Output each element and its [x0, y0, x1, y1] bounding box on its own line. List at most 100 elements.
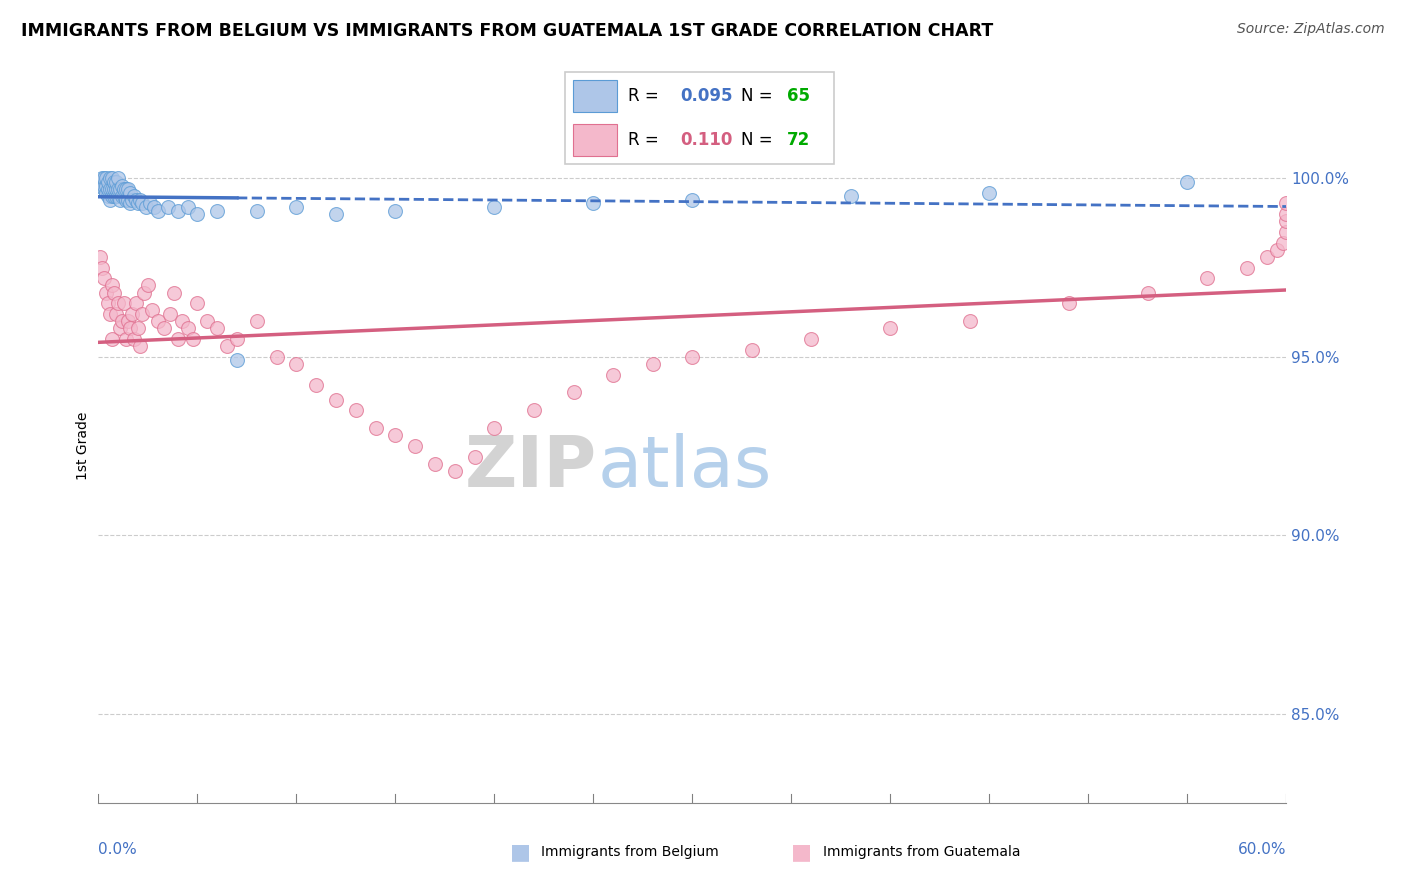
- Point: [641, 357, 664, 371]
- Point: [1275, 196, 1298, 211]
- Point: [1136, 285, 1159, 300]
- Point: [146, 314, 169, 328]
- Text: 72: 72: [787, 131, 810, 149]
- Point: [1275, 225, 1298, 239]
- Point: [1256, 250, 1278, 264]
- Point: [562, 385, 585, 400]
- Point: [839, 189, 862, 203]
- Point: [166, 332, 188, 346]
- Point: [96, 178, 118, 193]
- Point: [682, 350, 704, 364]
- Point: [1177, 175, 1199, 189]
- Point: [979, 186, 1001, 200]
- Point: [129, 339, 152, 353]
- Point: [136, 278, 159, 293]
- Point: [98, 171, 121, 186]
- FancyBboxPatch shape: [565, 72, 834, 164]
- Point: [112, 296, 135, 310]
- Point: [404, 439, 426, 453]
- Point: [107, 182, 129, 196]
- Point: [131, 196, 153, 211]
- Point: [121, 307, 143, 321]
- Point: [101, 189, 124, 203]
- Point: [111, 314, 134, 328]
- Text: atlas: atlas: [598, 433, 772, 502]
- Point: [97, 296, 120, 310]
- Point: [166, 203, 188, 218]
- Point: [96, 186, 118, 200]
- Point: [97, 182, 120, 196]
- Text: ■: ■: [792, 842, 811, 862]
- Point: [159, 307, 181, 321]
- Point: [97, 189, 120, 203]
- Point: [105, 175, 128, 189]
- Point: [98, 193, 121, 207]
- Point: [139, 196, 162, 211]
- Point: [97, 175, 120, 189]
- Point: [186, 207, 208, 221]
- Point: [305, 378, 328, 392]
- Point: [1265, 243, 1288, 257]
- Point: [384, 428, 406, 442]
- Point: [125, 193, 148, 207]
- Point: [325, 207, 347, 221]
- Point: [344, 403, 367, 417]
- Point: [682, 193, 704, 207]
- Point: [207, 203, 229, 218]
- FancyBboxPatch shape: [574, 79, 617, 112]
- Point: [111, 189, 134, 203]
- Point: [364, 421, 387, 435]
- Point: [132, 285, 155, 300]
- Text: ZIP: ZIP: [465, 433, 598, 502]
- Point: [226, 353, 249, 368]
- Point: [176, 321, 198, 335]
- Point: [186, 296, 208, 310]
- Point: [176, 200, 198, 214]
- Text: 0.095: 0.095: [681, 87, 733, 104]
- Point: [183, 332, 205, 346]
- Text: Immigrants from Belgium: Immigrants from Belgium: [541, 845, 718, 859]
- Point: [423, 457, 446, 471]
- Point: [129, 193, 152, 207]
- Text: R =: R =: [628, 131, 664, 149]
- Point: [89, 250, 111, 264]
- Point: [146, 203, 169, 218]
- Point: [246, 203, 269, 218]
- Point: [117, 193, 139, 207]
- Point: [741, 343, 763, 357]
- Point: [325, 392, 347, 407]
- Point: [195, 314, 218, 328]
- Point: [152, 321, 174, 335]
- Point: [93, 178, 115, 193]
- Point: [107, 171, 129, 186]
- Text: 0.0%: 0.0%: [98, 842, 138, 857]
- Point: [111, 178, 134, 193]
- Point: [115, 332, 138, 346]
- Point: [464, 450, 486, 464]
- Text: N =: N =: [741, 87, 778, 104]
- Point: [108, 182, 131, 196]
- Point: [266, 350, 288, 364]
- Point: [112, 189, 135, 203]
- Point: [108, 321, 131, 335]
- Point: [523, 403, 546, 417]
- Point: [122, 332, 145, 346]
- Point: [103, 182, 125, 196]
- Point: [444, 464, 467, 478]
- Point: [107, 296, 129, 310]
- Point: [101, 182, 124, 196]
- Point: [105, 182, 128, 196]
- Point: [959, 314, 981, 328]
- Point: [156, 200, 179, 214]
- Point: [101, 278, 124, 293]
- Point: [96, 285, 118, 300]
- Point: [163, 285, 186, 300]
- Point: [484, 200, 506, 214]
- Point: [246, 314, 269, 328]
- Point: [207, 321, 229, 335]
- Point: [108, 193, 131, 207]
- Text: IMMIGRANTS FROM BELGIUM VS IMMIGRANTS FROM GUATEMALA 1ST GRADE CORRELATION CHART: IMMIGRANTS FROM BELGIUM VS IMMIGRANTS FR…: [21, 22, 994, 40]
- Point: [96, 171, 118, 186]
- Text: Immigrants from Guatemala: Immigrants from Guatemala: [823, 845, 1019, 859]
- Point: [285, 357, 308, 371]
